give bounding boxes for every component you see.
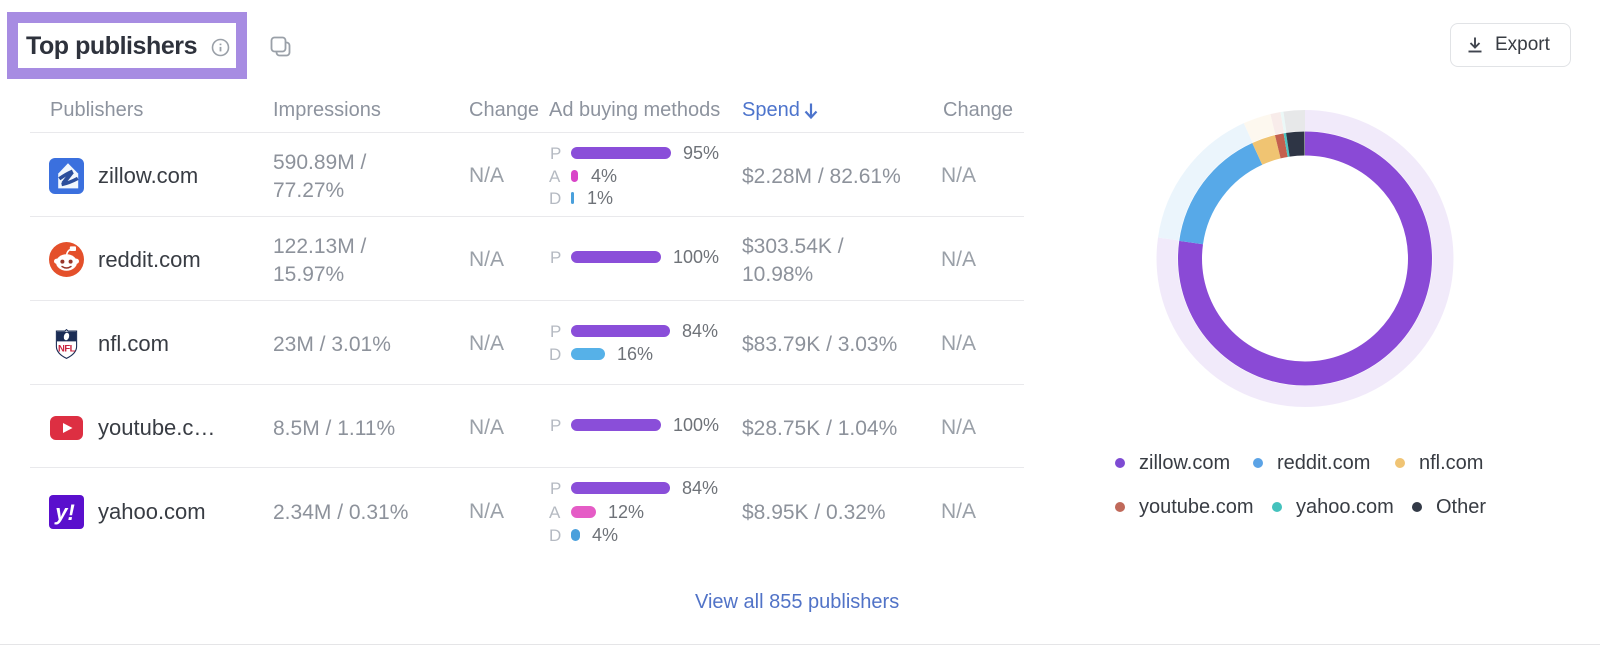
svg-text:NFL: NFL	[58, 344, 76, 355]
svg-text:y!: y!	[54, 500, 75, 525]
